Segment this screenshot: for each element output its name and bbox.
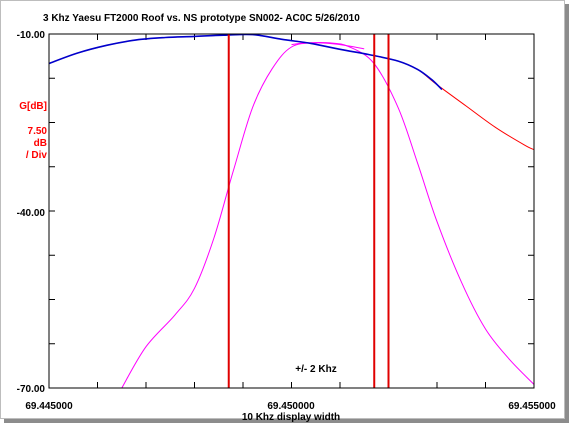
trace-magenta-rising — [121, 42, 365, 389]
y-axis-unit-label: G[dB] — [19, 101, 47, 112]
y-tick-label-mid: -40.00 — [17, 208, 46, 219]
y-scale-unit: dB — [34, 138, 47, 149]
plot-area-border — [48, 33, 535, 389]
x-tick-label-left: 69.445000 — [25, 401, 73, 412]
chart-title: 3 Khz Yaesu FT2000 Roof vs. NS prototype… — [43, 13, 360, 24]
trace-red — [48, 33, 535, 151]
y-scale-per-div: / Div — [26, 150, 48, 161]
x-tick-label-right: 69.455000 — [508, 401, 556, 412]
trace-magenta-falling — [291, 42, 535, 385]
x-axis-label: 10 Khz display width — [242, 412, 340, 423]
y-scale-value: 7.50 — [28, 126, 48, 137]
y-tick-label-bottom: -70.00 — [17, 384, 46, 395]
x-tick-label-center: 69.450000 — [267, 401, 315, 412]
span-annotation: +/- 2 Khz — [295, 364, 336, 375]
trace-blue — [48, 33, 443, 91]
y-tick-label-top: -10.00 — [17, 30, 46, 41]
